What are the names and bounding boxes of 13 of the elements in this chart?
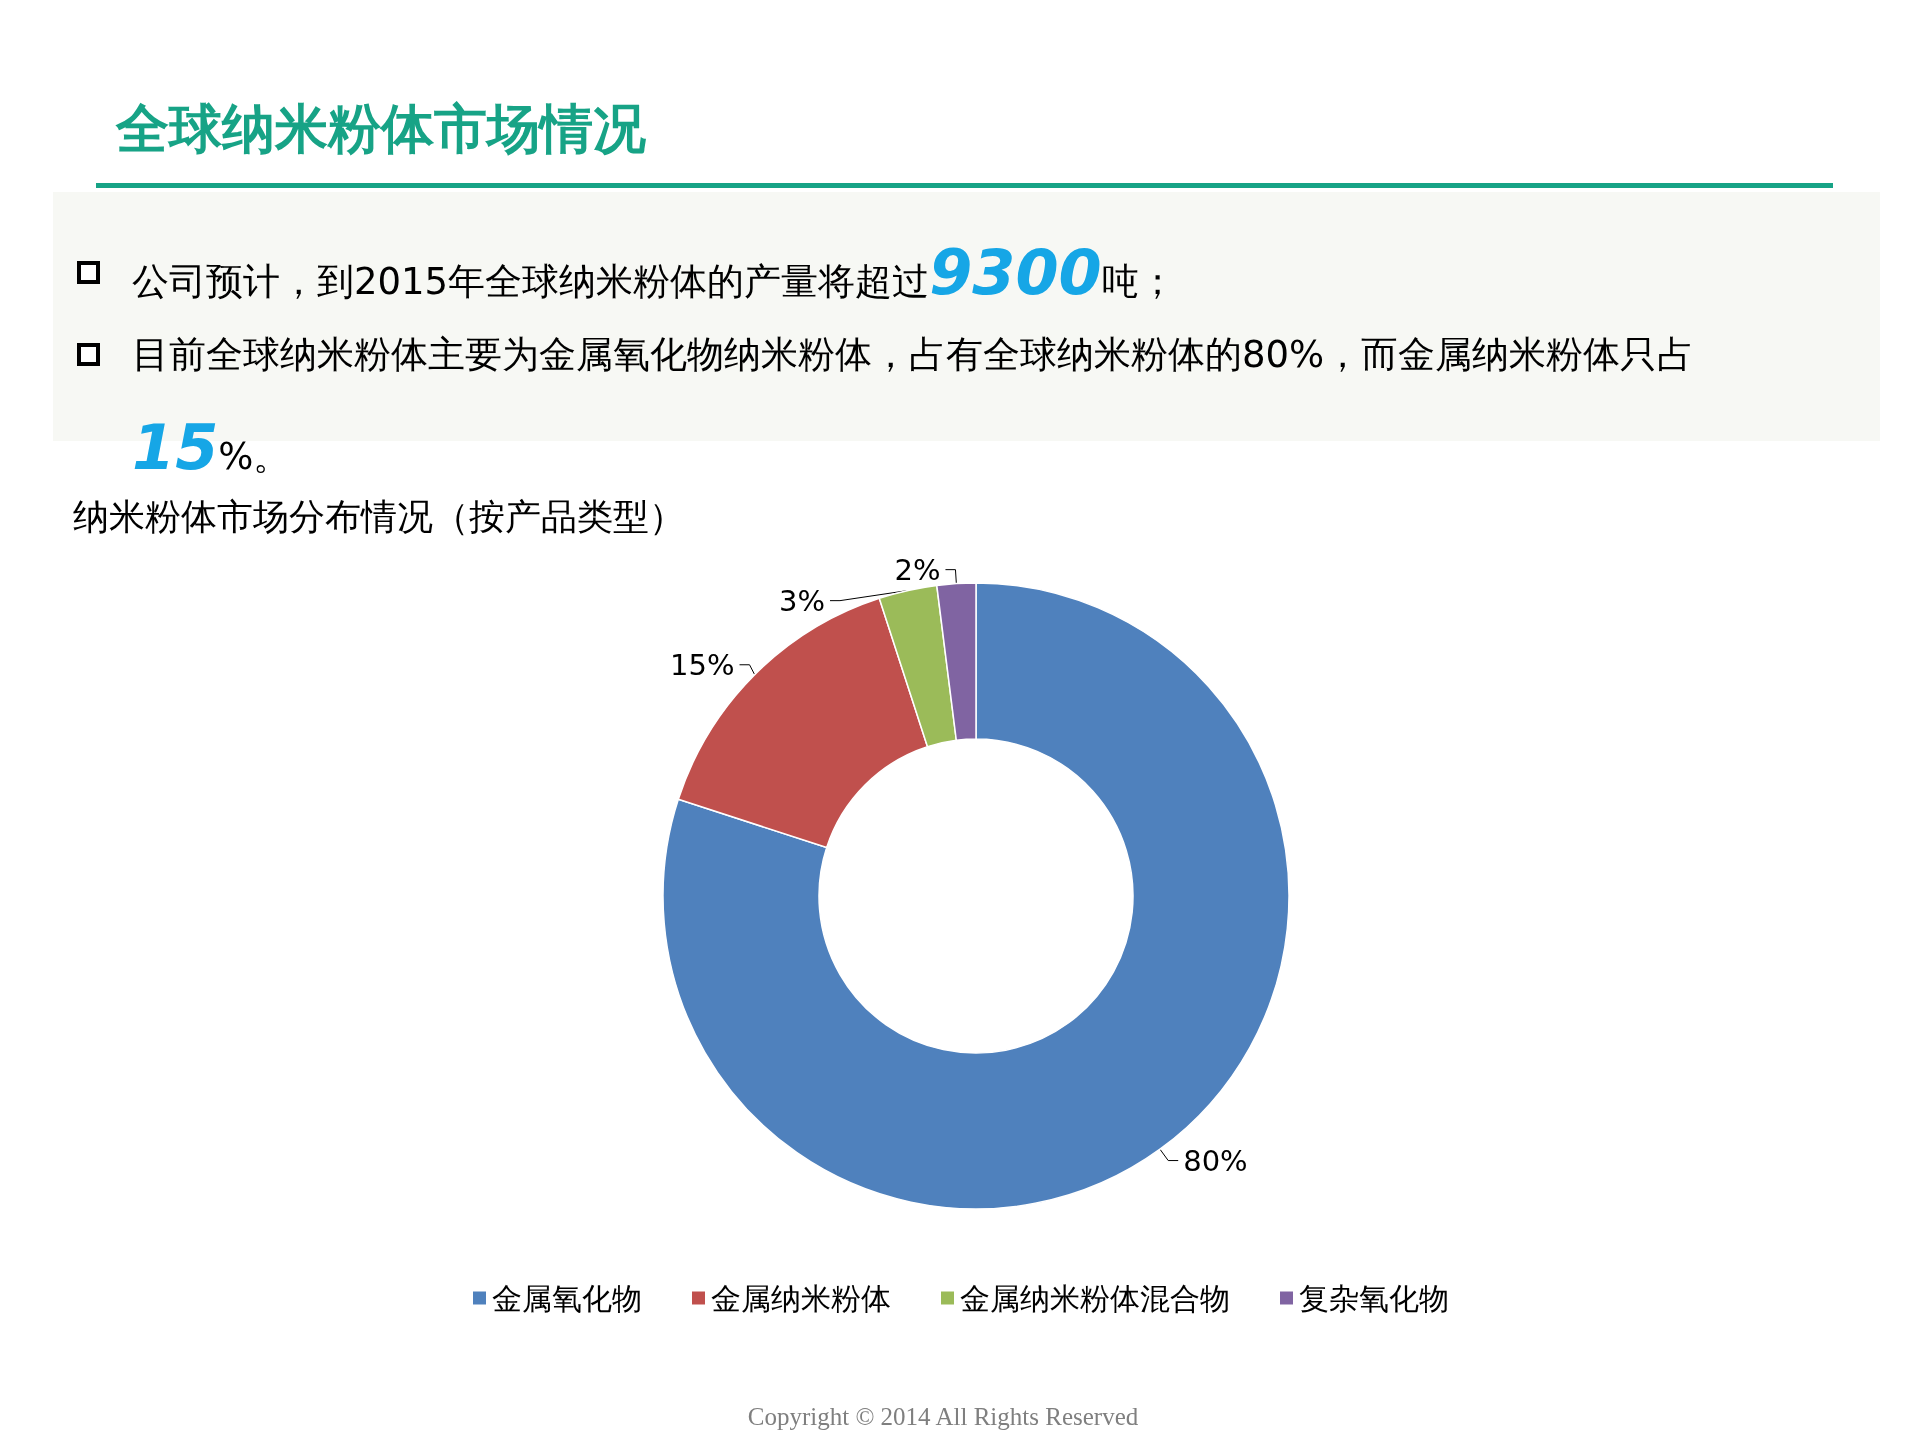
data-label: 3% (778, 583, 825, 618)
text: 公司预计，到2015年全球纳米粉体的产量将超过9300吨； (132, 236, 1176, 309)
chart-title: 全球纳米粉体市场情况 (116, 98, 646, 160)
legend-label: 金属纳米粉体 (711, 1280, 891, 1316)
text: Copyright © 2014 All Rights Reserved (746, 1402, 1140, 1432)
data-label: 15% (670, 647, 735, 682)
legend-label: 复杂氧化物 (1299, 1280, 1449, 1316)
data-label: 80% (1183, 1143, 1248, 1178)
legend-label: 金属氧化物 (492, 1280, 642, 1316)
text: 目前全球纳米粉体主要为金属氧化物纳米粉体，占有全球纳米粉体的80%，而金属纳米粉体只占15%。 (132, 333, 1695, 484)
data-label: 2% (894, 552, 941, 587)
chart-subtitle: 纳米粉体市场分布情况（按产品类型） (73, 495, 685, 539)
legend-label: 金属纳米粉体混合物 (960, 1280, 1230, 1316)
